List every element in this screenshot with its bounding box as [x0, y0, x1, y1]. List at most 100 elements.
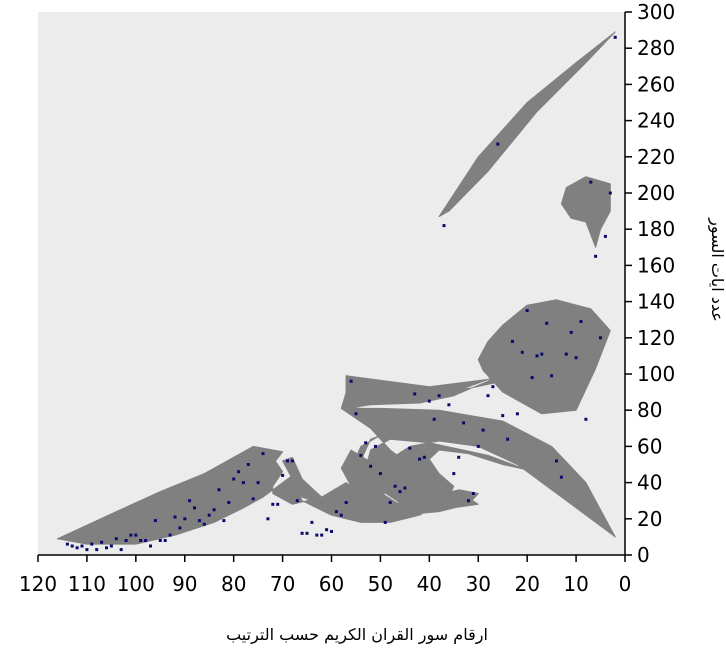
x-tick-label: 30 — [466, 572, 491, 596]
data-point — [124, 539, 128, 542]
data-point — [393, 484, 397, 488]
y-tick-label: 260 — [637, 72, 675, 96]
data-point — [153, 519, 157, 523]
data-point — [418, 457, 422, 461]
x-axis-title: ارقام سور القران الكريم حسب الترتيب — [226, 625, 488, 645]
data-point — [462, 421, 466, 425]
data-point — [207, 513, 211, 517]
data-point — [413, 392, 417, 396]
data-point — [305, 531, 309, 535]
y-tick-label: 20 — [637, 507, 662, 531]
data-point — [501, 414, 505, 418]
data-point — [193, 506, 196, 510]
y-tick-label: 160 — [637, 253, 675, 277]
data-point — [515, 412, 519, 416]
axes: 120 110 100 90 80 70 60 50 40 30 20 10 0020406080100… — [19, 0, 675, 596]
data-point — [540, 352, 544, 356]
data-point — [608, 191, 612, 195]
x-tick-label: 0 — [619, 572, 632, 596]
data-point — [271, 502, 275, 506]
data-point — [290, 459, 294, 463]
data-point — [109, 544, 113, 548]
data-point — [237, 470, 241, 474]
data-point — [158, 539, 162, 542]
data-point — [569, 330, 573, 334]
x-tick-label: 50 — [368, 572, 393, 596]
data-point — [261, 452, 265, 456]
data-point — [144, 539, 148, 542]
data-point — [300, 531, 304, 535]
data-point — [364, 441, 368, 445]
x-tick-label: 20 — [514, 572, 539, 596]
data-point — [559, 475, 563, 479]
data-point — [486, 394, 490, 398]
data-point — [589, 180, 593, 184]
data-point — [427, 399, 431, 403]
data-point — [432, 417, 436, 421]
data-point — [266, 517, 270, 521]
data-point — [374, 444, 377, 448]
y-tick-label: 280 — [637, 36, 675, 60]
data-point — [70, 544, 74, 548]
y-tick-label: 80 — [637, 398, 662, 422]
y-axis-title: عدد ايات السور — [707, 217, 726, 322]
data-point — [496, 142, 500, 146]
shape-bowl — [282, 449, 391, 513]
data-point — [90, 542, 94, 546]
data-point — [467, 499, 470, 503]
data-point — [65, 542, 69, 546]
shape-right-arc — [345, 351, 533, 404]
data-point — [114, 537, 118, 541]
data-point — [197, 519, 201, 523]
data-point — [447, 403, 451, 407]
data-point — [359, 453, 363, 457]
data-point — [139, 539, 143, 542]
data-point — [256, 481, 260, 485]
data-point — [584, 417, 588, 421]
data-point — [202, 522, 206, 526]
data-point — [525, 309, 529, 313]
data-point — [471, 492, 475, 495]
x-tick-label: 90 — [172, 572, 197, 596]
data-point — [295, 499, 299, 503]
data-point — [227, 501, 231, 504]
data-point — [281, 473, 285, 477]
data-point — [339, 513, 343, 517]
data-point — [241, 481, 245, 485]
shape-loop — [477, 299, 611, 415]
y-tick-label: 200 — [637, 181, 675, 205]
data-point — [603, 234, 607, 238]
data-point — [403, 486, 407, 490]
data-point — [251, 497, 255, 501]
x-tick-label: 60 — [319, 572, 344, 596]
y-tick-label: 300 — [637, 0, 675, 24]
data-point — [168, 533, 172, 537]
y-tick-label: 0 — [637, 543, 650, 567]
data-point — [173, 515, 177, 519]
data-point — [457, 455, 461, 459]
data-point — [481, 428, 485, 432]
data-point — [320, 533, 324, 537]
data-point — [564, 352, 568, 356]
data-point — [85, 548, 89, 552]
y-tick-label: 140 — [637, 290, 675, 314]
data-point — [613, 35, 617, 39]
y-tick-label: 240 — [637, 109, 675, 133]
x-tick-label: 100 — [117, 572, 155, 596]
data-point — [388, 501, 392, 504]
data-point — [476, 444, 480, 448]
x-tick-label: 120 — [19, 572, 57, 596]
data-point — [520, 350, 524, 354]
y-tick-label: 60 — [637, 434, 662, 458]
x-tick-label: 40 — [417, 572, 442, 596]
data-point — [212, 508, 216, 512]
data-point — [579, 320, 583, 323]
data-point — [163, 539, 167, 542]
y-tick-label: 180 — [637, 217, 675, 241]
data-point — [134, 533, 138, 537]
data-point — [408, 446, 412, 450]
y-tick-label: 120 — [637, 326, 675, 350]
data-point — [550, 374, 554, 378]
x-tick-label: 70 — [270, 572, 295, 596]
